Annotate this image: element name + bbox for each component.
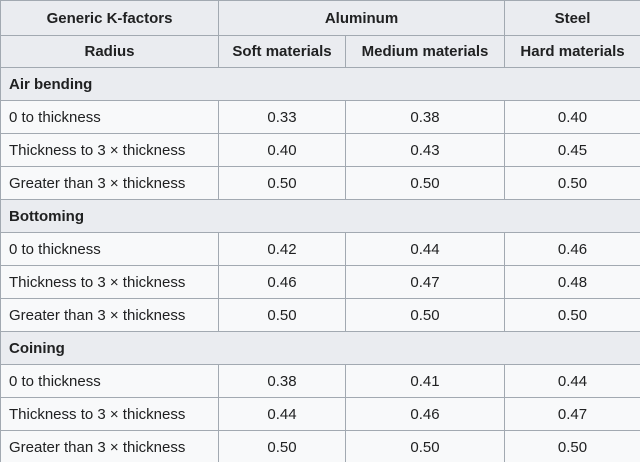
data-row: Thickness to 3 × thickness 0.44 0.46 0.47	[0, 397, 640, 431]
k-factor: 0.50	[504, 298, 640, 332]
k-factor: 0.47	[345, 265, 505, 299]
data-row: Greater than 3 × thickness 0.50 0.50 0.50	[0, 430, 640, 462]
k-factor: 0.50	[218, 166, 346, 200]
k-factor: 0.50	[345, 298, 505, 332]
k-factor: 0.50	[218, 430, 346, 462]
header-cell: Aluminum	[218, 0, 505, 36]
radius-label: Greater than 3 × thickness	[0, 166, 219, 200]
k-factor: 0.44	[504, 364, 640, 398]
header-cell: Soft materials	[218, 35, 346, 68]
k-factor: 0.50	[345, 430, 505, 462]
k-factor: 0.50	[345, 166, 505, 200]
k-factor: 0.40	[504, 100, 640, 134]
header-row: Radius Soft materials Medium materials Hard…	[0, 35, 640, 68]
k-factor: 0.50	[218, 298, 346, 332]
k-factor: 0.48	[504, 265, 640, 299]
data-row: Thickness to 3 × thickness 0.40 0.43 0.45	[0, 133, 640, 167]
group-row: Bottoming	[0, 199, 640, 233]
group-row: Air bending	[0, 67, 640, 101]
data-row: 0 to thickness 0.38 0.41 0.44	[0, 364, 640, 398]
header-cell: Generic K-factors	[0, 0, 219, 36]
group-label: Coining	[0, 331, 640, 365]
group-label: Bottoming	[0, 199, 640, 233]
k-factor: 0.46	[345, 397, 505, 431]
k-factor: 0.42	[218, 232, 346, 266]
radius-label: Greater than 3 × thickness	[0, 430, 219, 462]
header-row: Generic K-factors Aluminum Steel	[0, 0, 640, 36]
k-factor: 0.43	[345, 133, 505, 167]
radius-label: Thickness to 3 × thickness	[0, 265, 219, 299]
radius-label: 0 to thickness	[0, 100, 219, 134]
k-factor: 0.44	[218, 397, 346, 431]
group-row: Coining	[0, 331, 640, 365]
k-factor: 0.50	[504, 430, 640, 462]
header-cell: Hard materials	[504, 35, 640, 68]
k-factor: 0.38	[218, 364, 346, 398]
k-factor: 0.38	[345, 100, 505, 134]
k-factor: 0.47	[504, 397, 640, 431]
radius-label: Thickness to 3 × thickness	[0, 133, 219, 167]
k-factor: 0.45	[504, 133, 640, 167]
radius-label: 0 to thickness	[0, 364, 219, 398]
k-factor: 0.44	[345, 232, 505, 266]
header-cell: Medium materials	[345, 35, 505, 68]
k-factor: 0.41	[345, 364, 505, 398]
radius-label: 0 to thickness	[0, 232, 219, 266]
data-row: Greater than 3 × thickness 0.50 0.50 0.50	[0, 298, 640, 332]
data-row: Thickness to 3 × thickness 0.46 0.47 0.48	[0, 265, 640, 299]
k-factor: 0.46	[218, 265, 346, 299]
group-label: Air bending	[0, 67, 640, 101]
k-factor: 0.40	[218, 133, 346, 167]
radius-label: Greater than 3 × thickness	[0, 298, 219, 332]
data-row: Greater than 3 × thickness 0.50 0.50 0.50	[0, 166, 640, 200]
data-row: 0 to thickness 0.33 0.38 0.40	[0, 100, 640, 134]
radius-label: Thickness to 3 × thickness	[0, 397, 219, 431]
k-factor: 0.46	[504, 232, 640, 266]
k-factor: 0.50	[504, 166, 640, 200]
data-row: 0 to thickness 0.42 0.44 0.46	[0, 232, 640, 266]
header-cell: Radius	[0, 35, 219, 68]
header-cell: Steel	[504, 0, 640, 36]
k-factor: 0.33	[218, 100, 346, 134]
